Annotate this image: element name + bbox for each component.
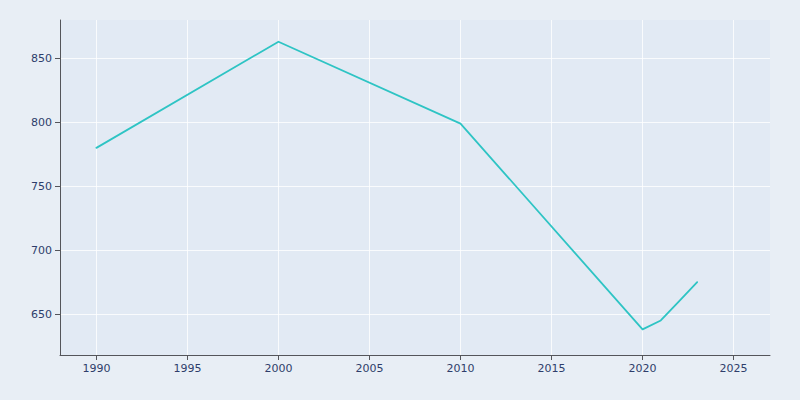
svg-text:1990: 1990 <box>82 362 110 375</box>
svg-text:2015: 2015 <box>538 362 566 375</box>
svg-text:800: 800 <box>31 116 52 129</box>
svg-text:2000: 2000 <box>264 362 292 375</box>
svg-text:750: 750 <box>31 180 52 193</box>
svg-text:700: 700 <box>31 244 52 257</box>
svg-text:850: 850 <box>31 52 52 65</box>
svg-text:2010: 2010 <box>447 362 475 375</box>
svg-text:2020: 2020 <box>629 362 657 375</box>
svg-text:1995: 1995 <box>173 362 201 375</box>
svg-text:2005: 2005 <box>355 362 383 375</box>
svg-text:650: 650 <box>31 308 52 321</box>
svg-text:2025: 2025 <box>720 362 748 375</box>
